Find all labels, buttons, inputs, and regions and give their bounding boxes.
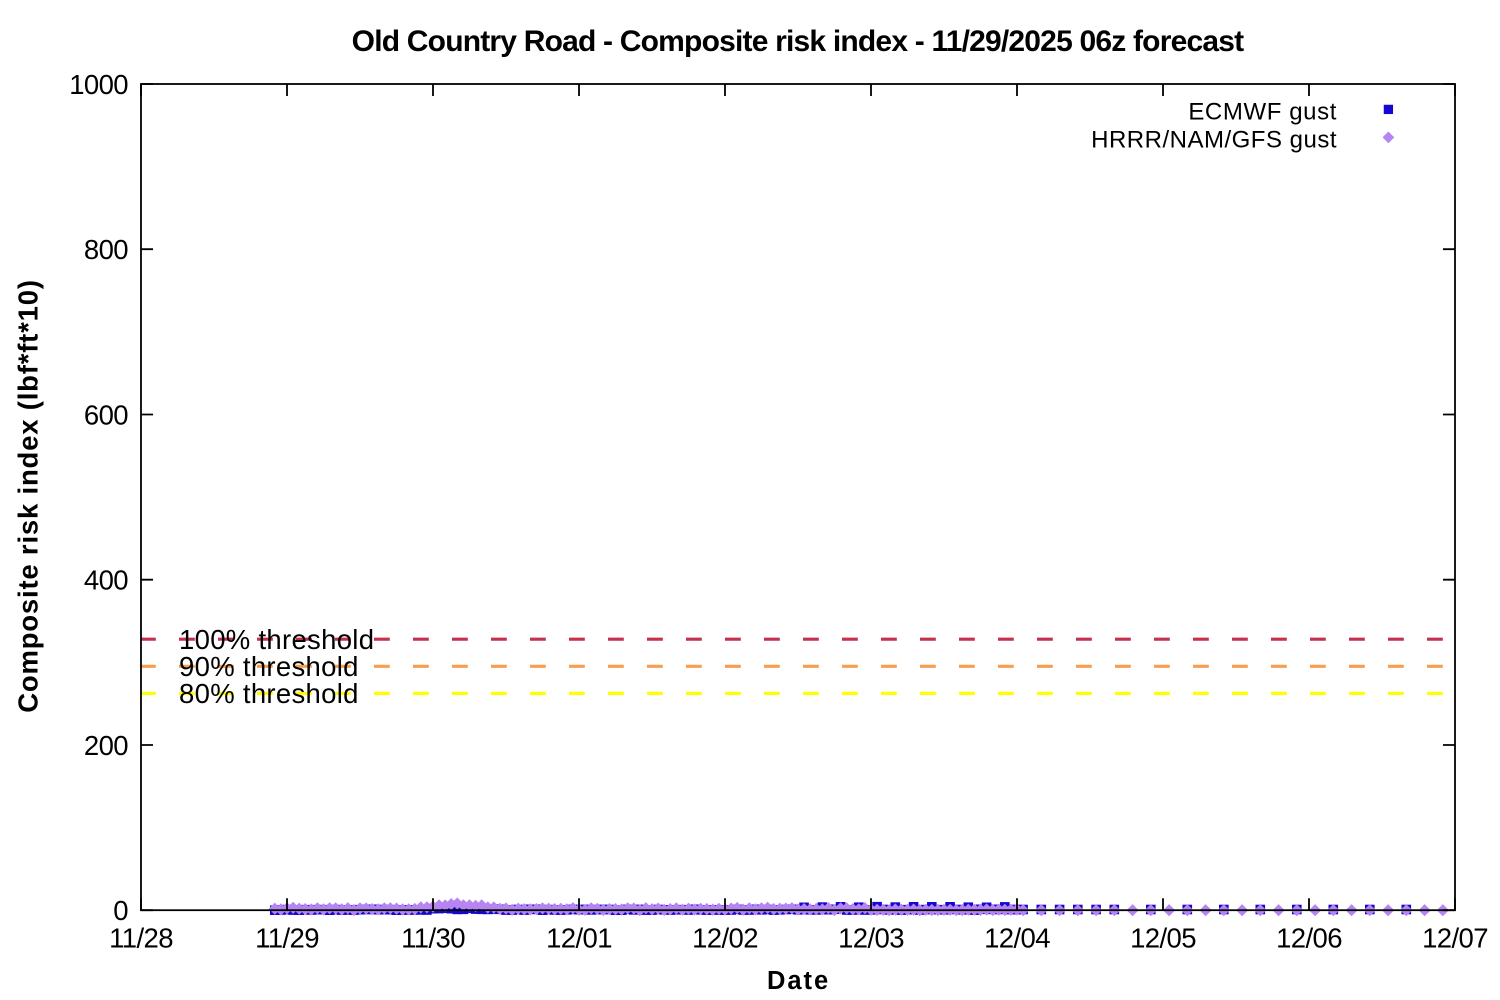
svg-text:400: 400 bbox=[84, 565, 128, 596]
svg-text:1000: 1000 bbox=[69, 69, 128, 100]
svg-text:12/04: 12/04 bbox=[984, 923, 1050, 954]
svg-text:Composite risk index (lbf*ft*1: Composite risk index (lbf*ft*10) bbox=[13, 279, 44, 713]
svg-text:ECMWF gust: ECMWF gust bbox=[1188, 99, 1337, 126]
svg-text:Date: Date bbox=[767, 967, 830, 995]
svg-text:12/05: 12/05 bbox=[1130, 923, 1196, 954]
svg-text:12/02: 12/02 bbox=[692, 923, 758, 954]
svg-text:11/28: 11/28 bbox=[109, 923, 173, 954]
svg-text:12/07: 12/07 bbox=[1422, 923, 1488, 954]
svg-text:0: 0 bbox=[113, 895, 128, 926]
svg-text:800: 800 bbox=[84, 234, 128, 265]
svg-text:Old Country Road - Composite r: Old Country Road - Composite risk index … bbox=[352, 25, 1244, 58]
svg-text:11/30: 11/30 bbox=[401, 923, 465, 954]
svg-text:80% threshold: 80% threshold bbox=[179, 678, 359, 709]
svg-text:600: 600 bbox=[84, 399, 128, 430]
svg-text:200: 200 bbox=[84, 730, 128, 761]
svg-text:100% threshold: 100% threshold bbox=[179, 624, 374, 655]
svg-text:HRRR/NAM/GFS gust: HRRR/NAM/GFS gust bbox=[1091, 127, 1337, 154]
svg-text:12/06: 12/06 bbox=[1276, 923, 1342, 954]
svg-text:12/03: 12/03 bbox=[838, 923, 904, 954]
svg-text:12/01: 12/01 bbox=[546, 923, 612, 954]
svg-text:90% threshold: 90% threshold bbox=[179, 651, 359, 682]
svg-text:11/29: 11/29 bbox=[255, 923, 319, 954]
